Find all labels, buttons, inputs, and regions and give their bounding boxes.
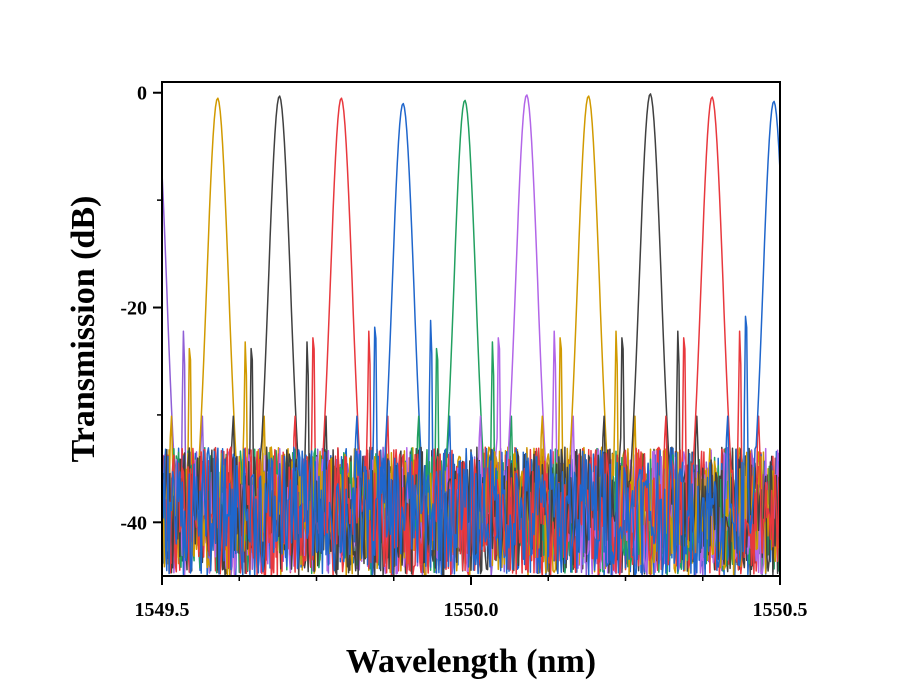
series-layer xyxy=(162,93,780,576)
x-axis-title: Wavelength (nm) xyxy=(346,643,596,680)
y-tick-label: -40 xyxy=(120,512,147,534)
y-tick-label: -20 xyxy=(120,298,147,320)
series-line-11 xyxy=(162,100,780,576)
x-axis: 1549.5 1550.0 1550.5 xyxy=(135,576,808,621)
y-tick-label: 0 xyxy=(137,83,147,105)
y-axis-title: Transmission (dB) xyxy=(65,196,102,463)
x-tick-label: 1549.5 xyxy=(135,599,190,621)
x-tick-label: 1550.5 xyxy=(753,599,808,621)
x-tick-label: 1550.0 xyxy=(444,599,499,621)
y-axis: 0 -20 -40 xyxy=(120,83,162,534)
